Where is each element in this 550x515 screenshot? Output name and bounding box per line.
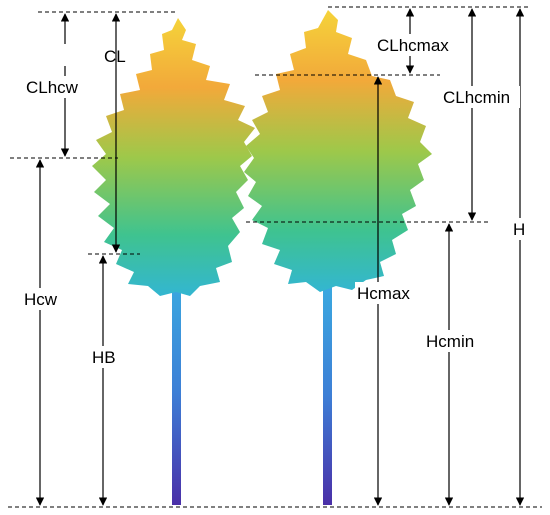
label-h: H: [513, 220, 525, 239]
label-hcmax: Hcmax: [357, 284, 410, 303]
label-hcmin: Hcmin: [426, 332, 474, 351]
label-cl: CL: [104, 47, 126, 66]
labels: CL CLhcw Hcw HB CLhcmax CLhcmin Hcmax Hc…: [20, 34, 532, 368]
right-tree: [244, 10, 432, 505]
reference-lines: [8, 6, 542, 508]
right-trunk: [323, 285, 332, 505]
label-clhcw: CLhcw: [26, 78, 79, 97]
label-clhcmin: CLhcmin: [443, 88, 510, 107]
label-hcw: Hcw: [24, 290, 58, 309]
label-hb: HB: [92, 348, 116, 367]
left-crown: [92, 18, 255, 296]
left-trunk: [172, 280, 181, 505]
left-tree: [92, 18, 255, 505]
label-clhcmax: CLhcmax: [377, 36, 449, 55]
